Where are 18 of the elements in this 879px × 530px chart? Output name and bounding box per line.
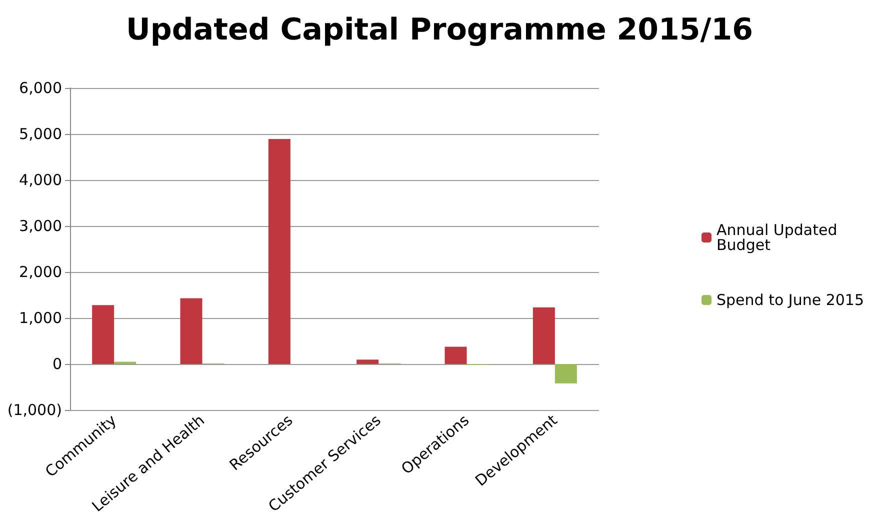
bar: [92, 305, 114, 364]
bar: [554, 364, 577, 384]
bar: [444, 346, 467, 364]
legend-label: Spend to June 2015: [716, 291, 864, 309]
bar: [532, 307, 555, 364]
bar: [356, 360, 379, 364]
y-tick-label: 6,000: [19, 79, 62, 97]
y-tick-label: 4,000: [19, 171, 62, 189]
y-tick-label: 3,000: [19, 217, 62, 235]
y-tick-label: 1,000: [19, 309, 62, 327]
bar: [180, 298, 202, 364]
y-tick-label: (1,000): [7, 401, 62, 419]
chart-title: Updated Capital Programme 2015/16: [126, 12, 753, 48]
bar: [268, 139, 290, 364]
legend-label: Annual Updated Budget: [716, 221, 842, 254]
y-tick-label: 5,000: [19, 125, 62, 143]
y-tick-label: 0: [52, 355, 62, 373]
y-tick-label: 2,000: [19, 263, 62, 281]
